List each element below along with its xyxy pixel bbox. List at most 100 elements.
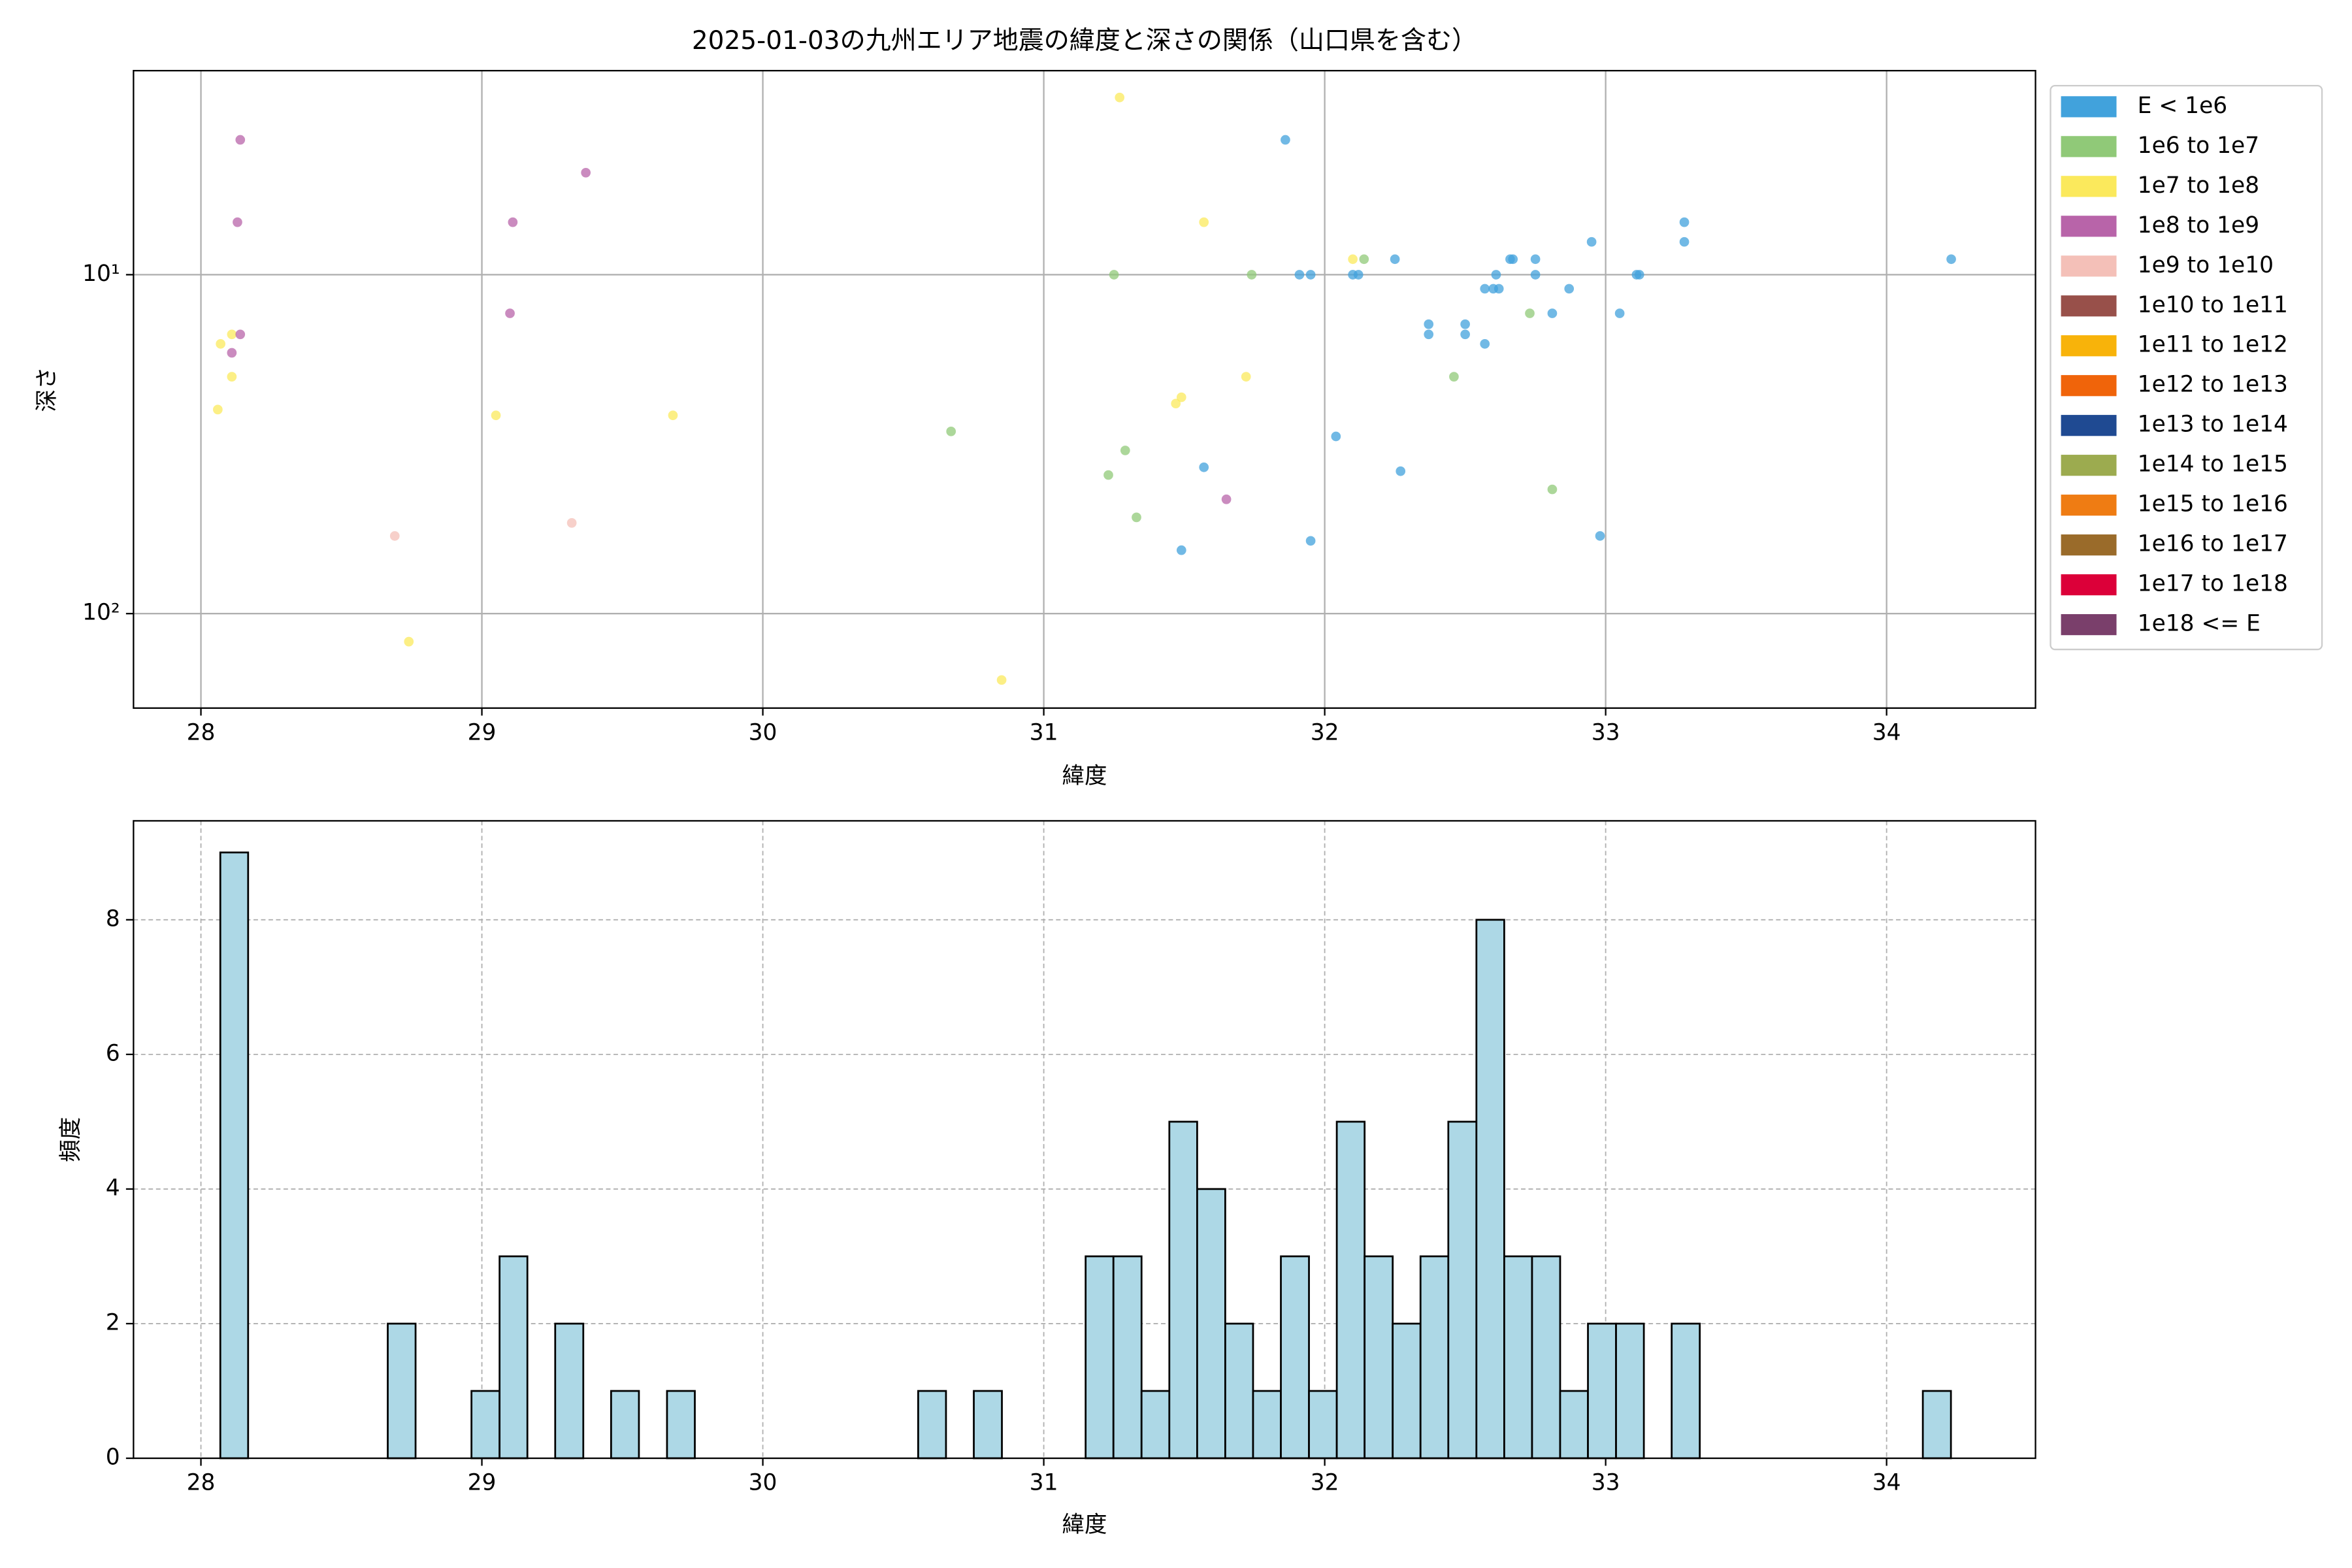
scatter-point xyxy=(1305,536,1316,546)
legend-swatch xyxy=(2061,216,2117,237)
legend-label: 1e10 to 1e11 xyxy=(2138,292,2288,318)
scatter-point xyxy=(1480,338,1490,349)
scatter-point xyxy=(1946,254,1956,265)
scatter-point xyxy=(1132,512,1141,523)
scatter-point xyxy=(1586,237,1597,247)
histogram-bar xyxy=(917,1390,947,1460)
histogram-bar xyxy=(1335,1120,1366,1460)
histogram-bar xyxy=(1587,1322,1617,1460)
scatter-point xyxy=(1390,254,1400,265)
x-tick-label: 32 xyxy=(1311,1470,1339,1496)
scatter-point xyxy=(1305,270,1316,280)
scatter-point xyxy=(1679,217,1690,227)
histogram-bar xyxy=(1196,1188,1226,1460)
legend-swatch xyxy=(2061,96,2117,118)
x-tick-label: 29 xyxy=(468,719,497,745)
scatter-point xyxy=(1281,135,1290,145)
scatter-point xyxy=(1424,329,1434,340)
scatter-point xyxy=(1564,284,1575,294)
legend-swatch xyxy=(2061,176,2117,197)
legend-box xyxy=(2050,85,2323,651)
y-tick-label: 6 xyxy=(106,1040,120,1066)
x-tick-label: 34 xyxy=(1872,1470,1901,1496)
legend-swatch xyxy=(2061,295,2117,317)
scatter-point xyxy=(235,135,246,145)
legend-label: 1e12 to 1e13 xyxy=(2138,372,2288,398)
histogram-bar xyxy=(1112,1255,1143,1460)
histogram-bar xyxy=(1085,1255,1115,1460)
scatter-point xyxy=(1199,462,1209,472)
scatter-point xyxy=(1221,494,1232,504)
scatter-point xyxy=(1460,329,1470,340)
scatter-point xyxy=(389,531,400,541)
x-tick-label: 31 xyxy=(1030,719,1058,745)
legend-swatch xyxy=(2061,574,2117,596)
scatter-point xyxy=(1353,270,1364,280)
histogram-bar xyxy=(1140,1390,1171,1460)
legend-swatch xyxy=(2061,375,2117,397)
scatter-point xyxy=(1491,270,1501,280)
legend-label: 1e16 to 1e17 xyxy=(2138,531,2288,557)
scatter-point xyxy=(1241,372,1251,382)
scatter-point xyxy=(1294,270,1305,280)
x-tick-label: 33 xyxy=(1592,719,1620,745)
histogram-bar xyxy=(219,851,250,1460)
scatter-point xyxy=(1494,284,1504,294)
x-tick-label: 32 xyxy=(1311,719,1339,745)
scatter-point xyxy=(1449,372,1459,382)
histogram-bar xyxy=(1392,1322,1422,1460)
histogram-bar xyxy=(973,1390,1003,1460)
legend-swatch xyxy=(2061,335,2117,357)
scatter-point xyxy=(1480,284,1490,294)
scatter-point xyxy=(1530,254,1541,265)
scatter-point xyxy=(1109,270,1119,280)
legend-label: 1e7 to 1e8 xyxy=(2138,172,2259,199)
scatter-point xyxy=(1634,270,1644,280)
scatter-point xyxy=(505,308,515,318)
scatter-point xyxy=(491,410,501,421)
plot-frame xyxy=(133,69,2036,709)
scatter-point xyxy=(1176,545,1186,555)
x-tick-label: 34 xyxy=(1872,719,1901,745)
legend-label: 1e9 to 1e10 xyxy=(2138,252,2274,278)
histogram-bar xyxy=(1503,1255,1533,1460)
scatter-point xyxy=(1530,270,1541,280)
scatter-point xyxy=(668,410,678,421)
histogram-bar xyxy=(1364,1255,1394,1460)
x-axis-label: 緯度 xyxy=(1062,1512,1107,1538)
scatter-point xyxy=(1199,217,1209,227)
legend-swatch xyxy=(2061,136,2117,157)
y-axis-label: 深さ xyxy=(34,367,60,412)
scatter-point xyxy=(1547,484,1558,495)
legend-label: 1e6 to 1e7 xyxy=(2138,133,2259,159)
scatter-point xyxy=(566,518,577,528)
scatter-point xyxy=(227,348,237,358)
scatter-point xyxy=(404,636,414,647)
y-tick-label: 0 xyxy=(106,1444,120,1470)
scatter-point xyxy=(233,217,242,227)
scatter-point xyxy=(1120,446,1130,455)
scatter-point xyxy=(1460,319,1470,329)
scatter-point xyxy=(1595,531,1605,541)
histogram-bar xyxy=(1921,1390,1952,1460)
legend-swatch xyxy=(2061,534,2117,556)
scatter-point xyxy=(1525,308,1535,318)
scatter-point xyxy=(508,217,518,227)
scatter-point xyxy=(1508,254,1518,265)
legend-label: 1e17 to 1e18 xyxy=(2138,571,2288,597)
scatter-point xyxy=(1348,254,1358,265)
scatter-point xyxy=(1176,392,1186,402)
scatter-point xyxy=(1247,270,1257,280)
scatter-point xyxy=(1424,319,1434,329)
histogram-bar xyxy=(1475,919,1505,1460)
scatter-point xyxy=(227,329,237,340)
scatter-point xyxy=(996,675,1007,685)
legend-swatch xyxy=(2061,415,2117,436)
legend-label: 1e18 <= E xyxy=(2138,611,2261,637)
histogram-bar xyxy=(610,1390,640,1460)
scatter-point xyxy=(216,338,225,349)
histogram-bar xyxy=(1308,1390,1338,1460)
legend-swatch xyxy=(2061,255,2117,277)
x-tick-label: 28 xyxy=(187,1470,216,1496)
